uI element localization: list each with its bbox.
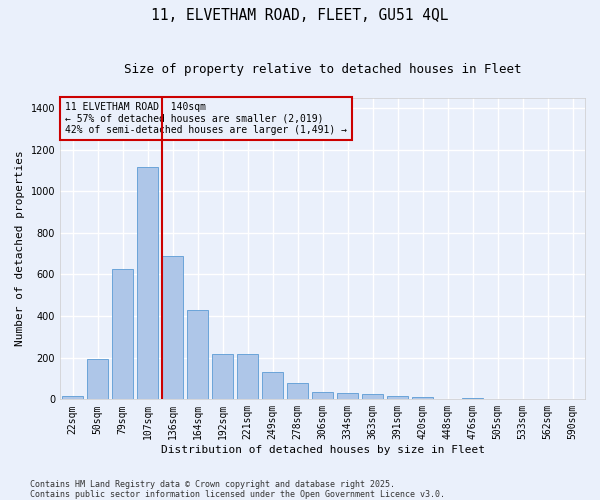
Title: Size of property relative to detached houses in Fleet: Size of property relative to detached ho…	[124, 62, 521, 76]
Bar	[162, 256, 183, 400]
Bar	[412, 397, 433, 400]
Bar	[62, 396, 83, 400]
Bar	[337, 393, 358, 400]
Bar	[212, 354, 233, 400]
Bar	[312, 392, 333, 400]
Bar	[387, 396, 408, 400]
Bar	[287, 382, 308, 400]
Text: 11 ELVETHAM ROAD: 140sqm
← 57% of detached houses are smaller (2,019)
42% of sem: 11 ELVETHAM ROAD: 140sqm ← 57% of detach…	[65, 102, 347, 135]
X-axis label: Distribution of detached houses by size in Fleet: Distribution of detached houses by size …	[161, 445, 485, 455]
Text: 11, ELVETHAM ROAD, FLEET, GU51 4QL: 11, ELVETHAM ROAD, FLEET, GU51 4QL	[151, 8, 449, 22]
Y-axis label: Number of detached properties: Number of detached properties	[15, 150, 25, 346]
Bar	[362, 394, 383, 400]
Bar	[87, 358, 108, 400]
Bar	[137, 167, 158, 400]
Bar	[262, 372, 283, 400]
Text: Contains HM Land Registry data © Crown copyright and database right 2025.
Contai: Contains HM Land Registry data © Crown c…	[30, 480, 445, 499]
Bar	[187, 310, 208, 400]
Bar	[462, 398, 483, 400]
Bar	[112, 269, 133, 400]
Bar	[237, 354, 258, 400]
